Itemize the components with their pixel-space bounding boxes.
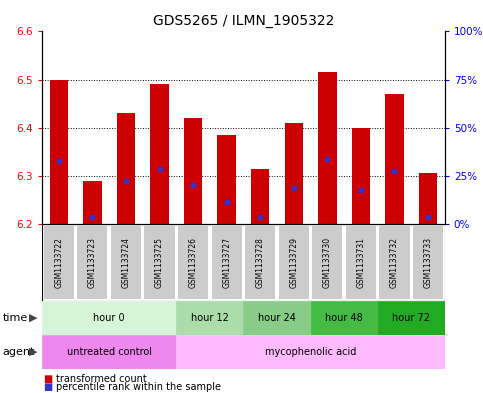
Text: hour 12: hour 12 xyxy=(191,313,229,323)
Bar xyxy=(176,301,243,335)
Bar xyxy=(279,226,309,299)
Bar xyxy=(378,301,445,335)
Text: GSM1133731: GSM1133731 xyxy=(356,237,366,288)
Bar xyxy=(176,335,445,369)
Bar xyxy=(385,94,404,224)
Bar xyxy=(245,226,275,299)
Text: hour 72: hour 72 xyxy=(392,313,430,323)
Text: GSM1133728: GSM1133728 xyxy=(256,237,265,288)
Text: time: time xyxy=(2,313,28,323)
Bar xyxy=(150,84,169,224)
Bar xyxy=(77,226,108,299)
Text: GSM1133732: GSM1133732 xyxy=(390,237,399,288)
Text: ▶: ▶ xyxy=(28,313,37,323)
Text: transformed count: transformed count xyxy=(56,374,146,384)
Text: GSM1133726: GSM1133726 xyxy=(188,237,198,288)
Bar xyxy=(50,79,68,224)
Text: ■: ■ xyxy=(43,374,53,384)
Bar xyxy=(413,226,443,299)
Bar xyxy=(144,226,175,299)
Bar xyxy=(43,226,74,299)
Bar xyxy=(318,72,337,224)
Bar xyxy=(379,226,410,299)
Text: GSM1133723: GSM1133723 xyxy=(88,237,97,288)
Bar xyxy=(352,128,370,224)
Text: GSM1133730: GSM1133730 xyxy=(323,237,332,288)
Text: untreated control: untreated control xyxy=(67,347,152,357)
Text: GSM1133725: GSM1133725 xyxy=(155,237,164,288)
Bar xyxy=(346,226,376,299)
Text: GSM1133724: GSM1133724 xyxy=(121,237,130,288)
Text: hour 0: hour 0 xyxy=(93,313,125,323)
Text: ■: ■ xyxy=(43,382,53,393)
Text: agent: agent xyxy=(2,347,35,357)
Bar xyxy=(42,335,176,369)
Bar xyxy=(284,123,303,224)
Text: GSM1133727: GSM1133727 xyxy=(222,237,231,288)
Text: hour 24: hour 24 xyxy=(258,313,296,323)
Text: ▶: ▶ xyxy=(28,347,37,357)
Bar xyxy=(312,226,342,299)
Text: GSM1133722: GSM1133722 xyxy=(54,237,63,288)
Bar xyxy=(217,135,236,224)
Bar xyxy=(251,169,270,224)
Text: GSM1133733: GSM1133733 xyxy=(424,237,433,288)
Bar xyxy=(42,301,176,335)
Title: GDS5265 / ILMN_1905322: GDS5265 / ILMN_1905322 xyxy=(153,14,334,28)
Bar xyxy=(419,173,437,224)
Bar xyxy=(212,226,242,299)
Bar xyxy=(111,226,141,299)
Bar xyxy=(311,301,378,335)
Bar xyxy=(178,226,208,299)
Bar xyxy=(117,113,135,224)
Bar xyxy=(184,118,202,224)
Bar xyxy=(243,301,311,335)
Text: percentile rank within the sample: percentile rank within the sample xyxy=(56,382,221,393)
Text: hour 48: hour 48 xyxy=(325,313,363,323)
Bar xyxy=(83,181,101,224)
Text: GSM1133729: GSM1133729 xyxy=(289,237,298,288)
Text: mycophenolic acid: mycophenolic acid xyxy=(265,347,356,357)
